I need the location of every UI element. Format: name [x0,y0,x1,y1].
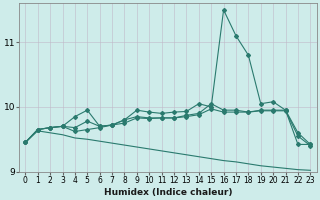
X-axis label: Humidex (Indice chaleur): Humidex (Indice chaleur) [104,188,232,197]
